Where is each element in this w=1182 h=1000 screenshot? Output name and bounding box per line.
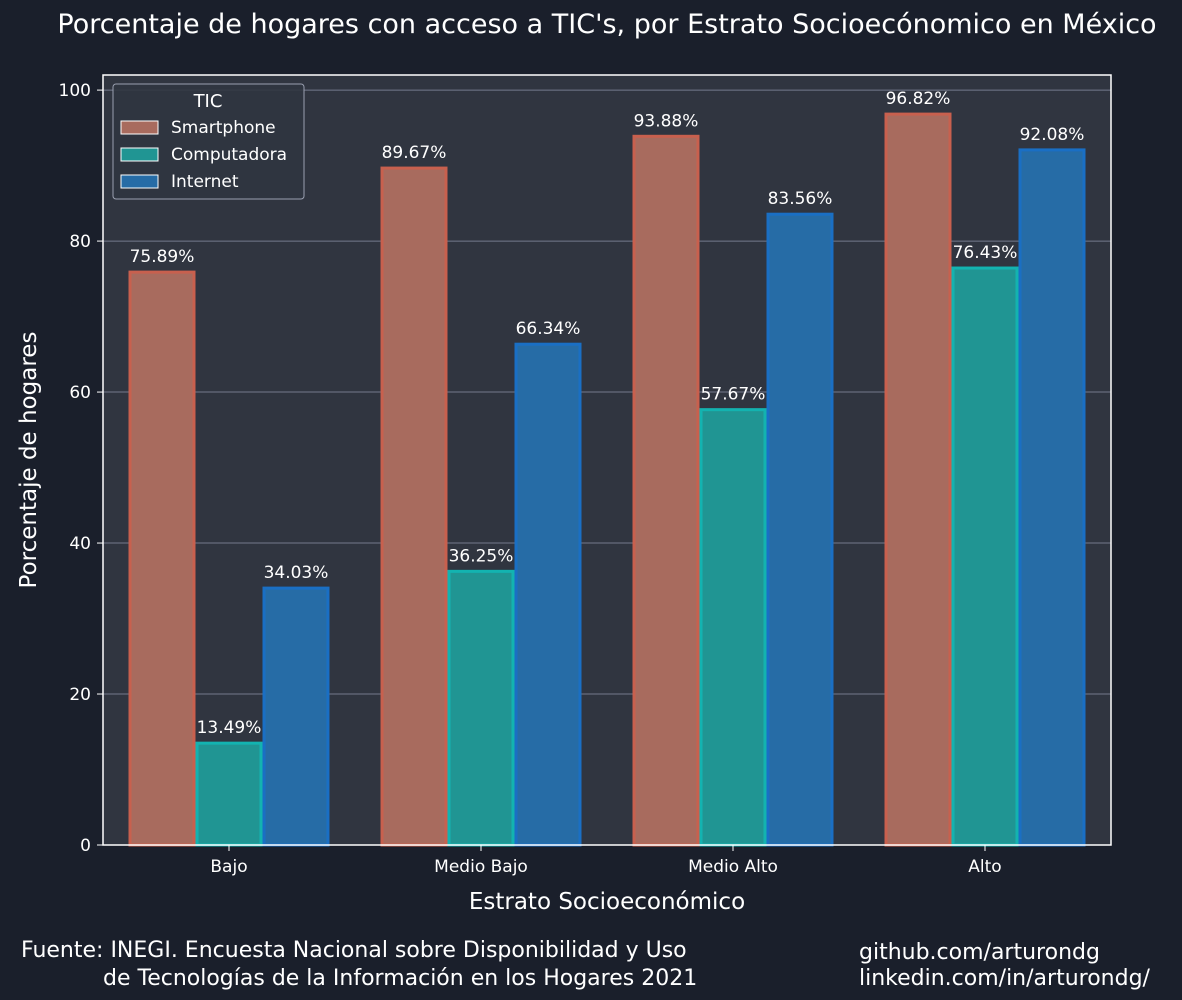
linkedin-credit: linkedin.com/in/arturondg/ xyxy=(859,966,1151,991)
bar-computadora xyxy=(699,408,767,847)
data-label: 57.67% xyxy=(701,385,766,405)
legend-swatch-computadora xyxy=(120,147,159,162)
x-tick-label: Medio Bajo xyxy=(434,857,528,877)
legend-title: TIC xyxy=(193,91,223,112)
chart-title: Porcentaje de hogares con acceso a TIC's… xyxy=(57,9,1156,40)
y-tick-label: 40 xyxy=(69,534,91,554)
y-tick-label: 20 xyxy=(69,685,91,705)
legend-swatch-smartphone xyxy=(120,120,159,135)
bar-smartphone xyxy=(884,112,952,847)
bar-computadora xyxy=(951,266,1019,847)
data-label: 13.49% xyxy=(197,718,262,738)
bars xyxy=(128,112,1086,847)
legend-label-smartphone: Smartphone xyxy=(171,118,276,138)
bar-internet xyxy=(1018,148,1086,847)
plot-frame xyxy=(102,74,1112,846)
x-axis-ticks: Bajo Medio Bajo Medio Alto Alto xyxy=(210,845,1002,877)
bar-smartphone xyxy=(128,270,196,847)
bar-internet xyxy=(514,342,582,847)
bar-internet xyxy=(766,212,834,847)
legend-box xyxy=(112,83,305,200)
legend: TIC Smartphone Computadora Internet xyxy=(112,83,305,200)
github-credit: github.com/arturondg xyxy=(859,940,1100,965)
data-label: 93.88% xyxy=(634,111,699,131)
data-label: 76.43% xyxy=(953,243,1018,263)
data-label: 89.67% xyxy=(382,143,447,163)
y-tick-label: 100 xyxy=(59,81,91,101)
y-axis-label: Porcentaje de hogares xyxy=(16,332,42,589)
bar-computadora xyxy=(195,741,263,847)
y-tick-label: 80 xyxy=(69,232,91,252)
x-tick-label: Medio Alto xyxy=(688,857,778,877)
bar-smartphone xyxy=(380,166,448,847)
data-label: 96.82% xyxy=(886,89,951,109)
data-label: 66.34% xyxy=(516,319,581,339)
bar-computadora xyxy=(447,569,515,847)
source-note-line-1: Fuente: INEGI. Encuesta Nacional sobre D… xyxy=(21,938,687,963)
source-note-line-2: de Tecnologías de la Información en los … xyxy=(103,966,697,991)
x-axis-label: Estrato Socioeconómico xyxy=(469,889,745,915)
y-axis-ticks: 0 20 40 60 80 100 xyxy=(59,81,103,856)
y-tick-label: 60 xyxy=(69,383,91,403)
legend-swatch-internet xyxy=(120,174,159,189)
bar-smartphone xyxy=(632,134,700,847)
legend-label-internet: Internet xyxy=(171,172,239,192)
data-label: 34.03% xyxy=(264,563,329,583)
data-label: 36.25% xyxy=(449,546,514,566)
data-label: 92.08% xyxy=(1020,125,1085,145)
y-tick-label: 0 xyxy=(80,836,91,856)
x-tick-label: Alto xyxy=(968,857,1001,877)
data-label: 75.89% xyxy=(130,247,195,267)
legend-label-computadora: Computadora xyxy=(171,145,287,165)
data-label: 83.56% xyxy=(768,189,833,209)
data-labels: 75.89% 13.49% 34.03% 89.67% 36.25% 66.34% 93.8… xyxy=(130,89,1085,738)
bar-internet xyxy=(262,586,330,847)
x-tick-label: Bajo xyxy=(210,857,247,877)
